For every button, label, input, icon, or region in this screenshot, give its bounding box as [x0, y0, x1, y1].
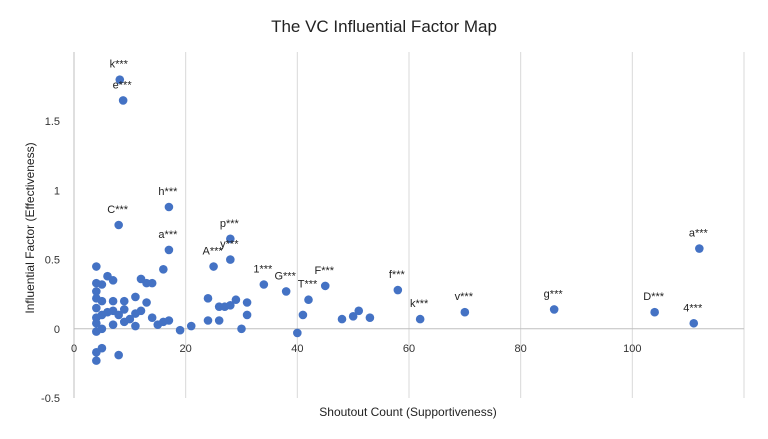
- x-axis-label: Shoutout Count (Supportiveness): [319, 405, 496, 419]
- data-label: D***: [643, 291, 665, 303]
- data-point: [298, 310, 308, 320]
- data-point: [92, 262, 101, 271]
- data-point: [108, 296, 118, 306]
- data-point: [304, 295, 313, 305]
- x-tick-label: 40: [291, 343, 303, 355]
- data-point: [365, 313, 375, 323]
- data-point: [92, 303, 101, 313]
- data-point: [92, 287, 101, 296]
- data-label: G***: [274, 270, 296, 282]
- grid: [185, 52, 745, 398]
- data-point: [231, 295, 241, 305]
- data-point: [650, 307, 659, 317]
- data-point: [97, 280, 107, 289]
- data-point: [114, 220, 123, 230]
- x-tick-label: 80: [515, 343, 527, 355]
- data-point: [136, 306, 146, 316]
- x-tick-label: 60: [403, 343, 415, 355]
- data-label: v***: [455, 291, 474, 303]
- data-point: [115, 75, 125, 84]
- data-point: [393, 285, 403, 295]
- data-point: [293, 328, 302, 338]
- data-point: [159, 264, 168, 274]
- data-point: [131, 292, 140, 302]
- data-label: k***: [110, 59, 129, 71]
- data-points: [92, 75, 704, 365]
- data-label: y***: [220, 239, 239, 251]
- data-point: [164, 316, 174, 325]
- data-point: [695, 244, 704, 253]
- data-point: [125, 314, 135, 324]
- data-label: A***: [202, 246, 223, 258]
- data-point: [118, 96, 128, 105]
- y-tick-label: 1.5: [45, 116, 60, 128]
- data-point: [354, 306, 364, 316]
- data-label: F***: [314, 265, 334, 277]
- data-point: [348, 312, 358, 321]
- data-point: [242, 310, 252, 320]
- data-point: [209, 262, 218, 271]
- data-point: [689, 318, 699, 328]
- data-point: [226, 234, 235, 244]
- data-point: [226, 300, 235, 310]
- data-point: [337, 314, 347, 324]
- data-point: [415, 314, 425, 324]
- data-label: T***: [298, 279, 318, 291]
- data-labels: k*** e*** h*** C*** a*** p*** y***A*** 1***G***…: [107, 59, 708, 315]
- data-point: [164, 245, 174, 255]
- data-point: [281, 287, 291, 296]
- y-axis-label: Influential Factor (Effectiveness): [23, 142, 37, 313]
- x-tick-label: 100: [623, 343, 641, 355]
- data-point: [164, 202, 174, 212]
- chart-title: The VC Influential Factor Map: [271, 17, 497, 36]
- data-point: [460, 307, 470, 317]
- data-point: [147, 313, 157, 323]
- data-label: e***: [113, 79, 133, 91]
- data-label: a***: [158, 229, 178, 241]
- data-label: f***: [389, 269, 406, 281]
- data-point: [119, 305, 129, 314]
- data-point: [147, 278, 157, 288]
- data-label: k***: [410, 298, 429, 310]
- data-point: [92, 356, 101, 365]
- data-point: [114, 350, 123, 360]
- data-label: C***: [107, 204, 129, 216]
- data-point: [119, 296, 129, 306]
- data-point: [203, 294, 213, 303]
- data-point: [92, 318, 101, 328]
- data-label: a***: [689, 228, 709, 240]
- data-point: [214, 316, 224, 325]
- x-tick-label: 0: [71, 343, 77, 355]
- data-point: [97, 343, 107, 353]
- data-point: [108, 276, 118, 285]
- data-point: [186, 321, 196, 331]
- axes: 0 20 40 60 80 100 -0.5 0 0.5 1 1.5: [41, 52, 744, 405]
- data-point: [108, 320, 118, 329]
- data-label: 1***: [253, 264, 273, 276]
- data-label: h***: [158, 186, 178, 198]
- data-point: [97, 296, 107, 306]
- data-point: [131, 321, 140, 331]
- data-point: [226, 255, 235, 264]
- x-tick-label: 20: [180, 343, 192, 355]
- data-point: [175, 325, 185, 335]
- data-point: [242, 298, 252, 307]
- data-label: 4***: [683, 302, 703, 314]
- data-point: [203, 316, 213, 325]
- y-tick-label: 0: [54, 324, 60, 336]
- data-point: [320, 281, 330, 291]
- data-label: p***: [220, 218, 240, 230]
- data-point: [97, 324, 107, 334]
- y-tick-label: 0.5: [45, 255, 60, 267]
- data-point: [549, 305, 559, 314]
- data-point: [142, 298, 151, 307]
- data-point: [237, 324, 246, 334]
- data-point: [114, 310, 123, 320]
- data-label: g***: [544, 288, 564, 300]
- data-point: [259, 280, 269, 289]
- y-tick-label: -0.5: [41, 393, 60, 405]
- y-tick-label: 1: [54, 185, 60, 197]
